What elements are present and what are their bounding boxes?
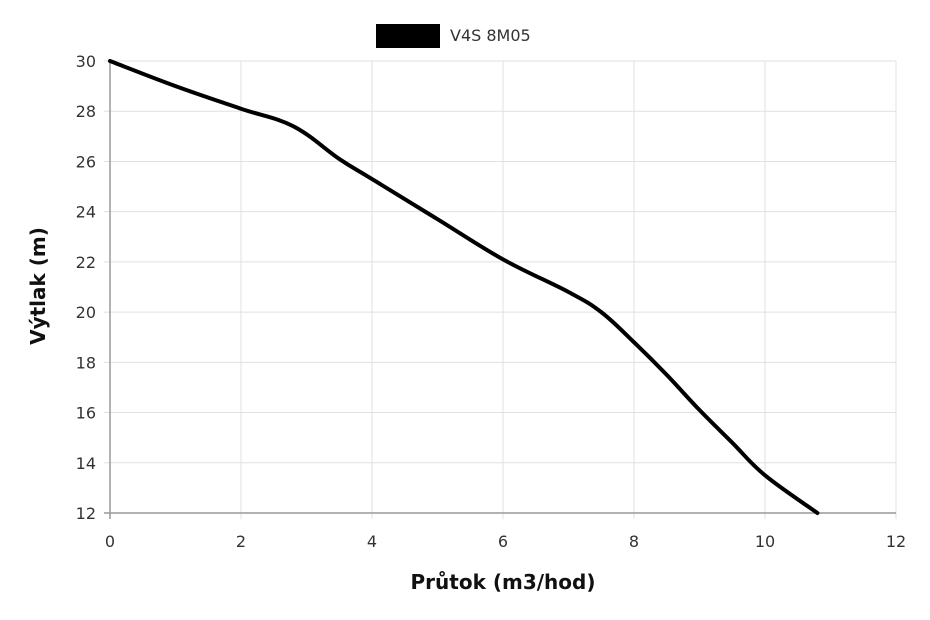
x-tick-label: 0 — [105, 532, 115, 551]
y-tick-labels: 12 14 16 18 20 22 24 26 28 30 — [76, 52, 96, 523]
legend[interactable]: V4S 8M05 — [376, 24, 531, 48]
y-axis-title: Výtlak (m) — [26, 227, 50, 345]
x-tick-labels: 0 2 4 6 8 10 12 — [105, 532, 906, 551]
legend-swatch[interactable] — [376, 24, 440, 48]
axes — [104, 61, 896, 519]
grid — [104, 60, 897, 519]
y-tick-label: 24 — [76, 203, 96, 222]
y-tick-label: 16 — [76, 404, 96, 423]
x-tick-label: 12 — [886, 532, 906, 551]
y-tick-label: 18 — [76, 353, 96, 372]
x-tick-label: 8 — [629, 532, 639, 551]
x-tick-label: 6 — [498, 532, 508, 551]
x-tick-label: 2 — [236, 532, 246, 551]
y-tick-label: 12 — [76, 504, 96, 523]
x-tick-label: 10 — [755, 532, 775, 551]
y-tick-label: 14 — [76, 454, 96, 473]
series — [108, 59, 820, 515]
x-axis-title: Průtok (m3/hod) — [411, 570, 596, 594]
y-tick-label: 28 — [76, 102, 96, 121]
series-line-v4s-8m05 — [108, 59, 820, 515]
legend-label[interactable]: V4S 8M05 — [450, 26, 531, 45]
y-tick-label: 26 — [76, 152, 96, 171]
y-tick-label: 20 — [76, 303, 96, 322]
y-tick-label: 22 — [76, 253, 96, 272]
x-tick-label: 4 — [367, 532, 377, 551]
y-tick-label: 30 — [76, 52, 96, 71]
